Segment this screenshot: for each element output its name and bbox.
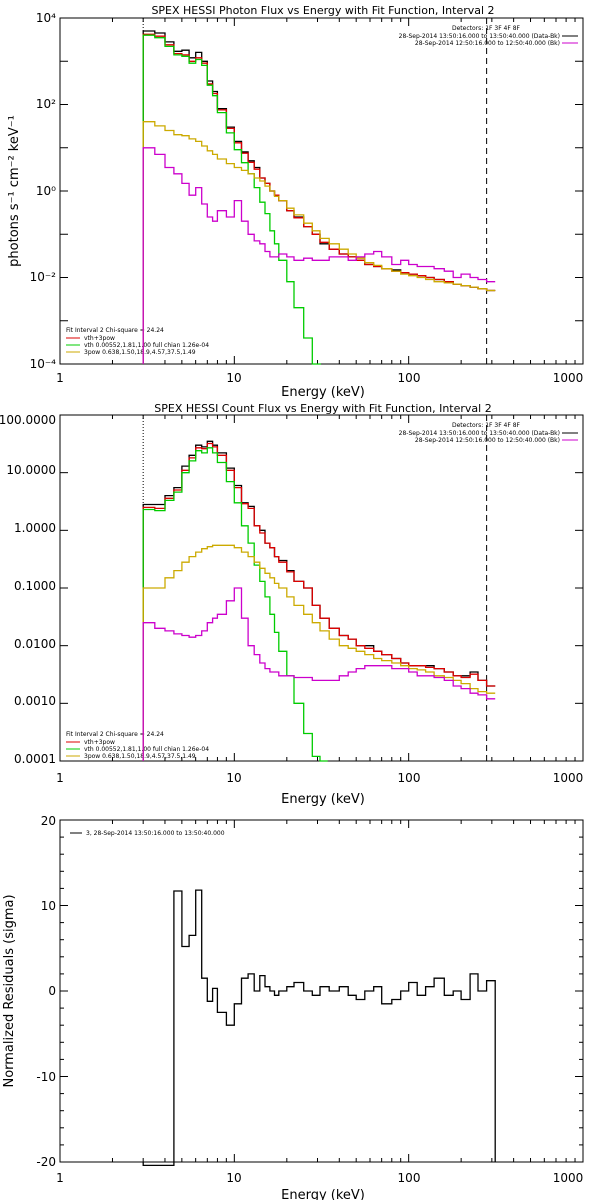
x-axis-label: Energy (keV) — [281, 385, 365, 400]
x-tick-label: 10 — [226, 771, 241, 785]
x-tick-label: 10 — [226, 371, 241, 385]
series-line — [142, 33, 496, 364]
legend-text: Fit Interval 2 Chi-square = 24.24 — [66, 327, 164, 334]
series-line — [142, 442, 496, 761]
y-axis-label: photons s⁻¹ cm⁻² keV⁻¹ — [7, 115, 22, 267]
series-line — [142, 587, 496, 761]
y-tick-label: 0.0100 — [14, 637, 56, 651]
x-axis-ticks — [59, 18, 576, 364]
panel-title: SPEX HESSI Count Flux vs Energy with Fit… — [154, 402, 491, 415]
y-tick-label: -10 — [36, 1070, 56, 1084]
panel-title: SPEX HESSI Photon Flux vs Energy with Fi… — [151, 4, 494, 17]
x-tick-label: 1 — [56, 371, 64, 385]
x-tick-labels: 1 10 100 1000 — [56, 371, 583, 385]
legend-text: vth 0.00552,1.81,1.00 full chian 1.26e-0… — [84, 342, 209, 349]
y-tick-labels: 10⁻⁴ 10⁻² 10⁰ 10² 10⁴ — [30, 11, 57, 371]
x-tick-label: 1000 — [553, 371, 584, 385]
plot-frame — [59, 819, 584, 1163]
legend-text: vth+3pow — [84, 739, 115, 746]
y-tick-label: 10⁴ — [36, 11, 56, 25]
series-line — [142, 30, 496, 364]
y-tick-label: 10.0000 — [6, 463, 56, 477]
x-tick-label: 100 — [398, 371, 421, 385]
y-tick-label: 10 — [41, 899, 56, 913]
y-tick-labels: 0.0001 0.0010 0.0100 0.1000 1.0000 10.00… — [0, 413, 56, 766]
legend-top-right: Detectors: 1F 3F 4F 8F 28-Sep-2014 13:50… — [399, 422, 578, 444]
x-tick-label: 100 — [398, 1171, 421, 1185]
x-tick-label: 10 — [226, 1171, 241, 1185]
y-tick-label: 10² — [36, 97, 56, 111]
x-tick-label: 1 — [56, 771, 64, 785]
y-axis-ticks — [60, 414, 583, 762]
series-line — [142, 34, 321, 365]
x-tick-label: 1 — [56, 1171, 64, 1185]
y-axis-ticks — [60, 17, 583, 365]
x-tick-labels: 1 10 100 1000 — [56, 771, 583, 785]
legend-top-left: 3, 28-Sep-2014 13:50:16.000 to 13:50:40.… — [70, 830, 225, 837]
y-tick-label: -20 — [36, 1155, 56, 1169]
plot-frame — [59, 17, 584, 365]
x-tick-label: 100 — [398, 771, 421, 785]
series-line — [142, 121, 496, 364]
residuals-panel: Energy (keV) Normalized Residuals (sigma… — [2, 814, 584, 1203]
x-tick-label: 1000 — [553, 1171, 584, 1185]
plot-frame — [59, 414, 584, 762]
y-tick-label: 1.0000 — [14, 521, 56, 535]
legend-text: 28-Sep-2014 12:50:16.000 to 12:50:40.000… — [415, 437, 560, 444]
y-tick-label: 100.0000 — [0, 413, 56, 427]
legend-text: 28-Sep-2014 12:50:16.000 to 12:50:40.000… — [415, 40, 560, 47]
legend-text: 3pow 0.638,1.50,18.9,4.57,37.5,1.49 — [84, 349, 196, 356]
x-axis-ticks — [59, 820, 576, 1162]
y-tick-label: 0.0010 — [14, 694, 56, 708]
x-tick-label: 1000 — [553, 771, 584, 785]
legend-text: Fit Interval 2 Chi-square = 24.24 — [66, 731, 164, 738]
y-tick-labels: -20 -10 0 10 20 — [36, 814, 56, 1169]
series-line — [142, 147, 496, 364]
count-flux-panel: SPEX HESSI Count Flux vs Energy with Fit… — [0, 402, 584, 807]
y-tick-label: 0.0001 — [14, 752, 56, 766]
legend-text: 3pow 0.638,1.50,18.9,4.57,37.5,1.49 — [84, 753, 196, 760]
y-tick-label: 0 — [48, 984, 56, 998]
x-axis-ticks — [59, 415, 576, 761]
legend-bottom-left: Fit Interval 2 Chi-square = 24.24 vth+3p… — [66, 327, 209, 356]
series-line — [142, 544, 496, 761]
x-axis-label: Energy (keV) — [281, 792, 365, 807]
y-tick-label: 10⁻² — [30, 270, 57, 284]
y-tick-label: 0.1000 — [14, 579, 56, 593]
legend-text: vth+3pow — [84, 335, 115, 342]
series-line — [142, 440, 496, 761]
y-tick-label: 10⁻⁴ — [30, 357, 57, 371]
y-tick-label: 20 — [41, 814, 56, 828]
legend-bottom-left: Fit Interval 2 Chi-square = 24.24 vth+3p… — [66, 731, 209, 760]
legend-text: vth 0.00552,1.81,1.00 full chian 1.26e-0… — [84, 746, 209, 753]
y-axis-ticks — [60, 819, 583, 1163]
legend-text: 28-Sep-2014 13:50:16.000 to 13:50:40.000… — [399, 33, 560, 40]
photon-flux-panel: SPEX HESSI Photon Flux vs Energy with Fi… — [7, 4, 584, 400]
series-line — [142, 447, 328, 762]
y-tick-label: 10⁰ — [36, 184, 56, 198]
legend-text: 3, 28-Sep-2014 13:50:16.000 to 13:50:40.… — [86, 830, 225, 837]
legend-text: 28-Sep-2014 13:50:16.000 to 13:50:40.000… — [399, 430, 560, 437]
x-axis-label: Energy (keV) — [281, 1188, 365, 1200]
y-axis-label: Normalized Residuals (sigma) — [2, 894, 17, 1087]
x-tick-labels: 1 10 100 1000 — [56, 1171, 583, 1185]
series-line — [142, 889, 496, 1167]
legend-top-right: Detectors: 1F 3F 4F 8F 28-Sep-2014 13:50… — [399, 25, 578, 47]
